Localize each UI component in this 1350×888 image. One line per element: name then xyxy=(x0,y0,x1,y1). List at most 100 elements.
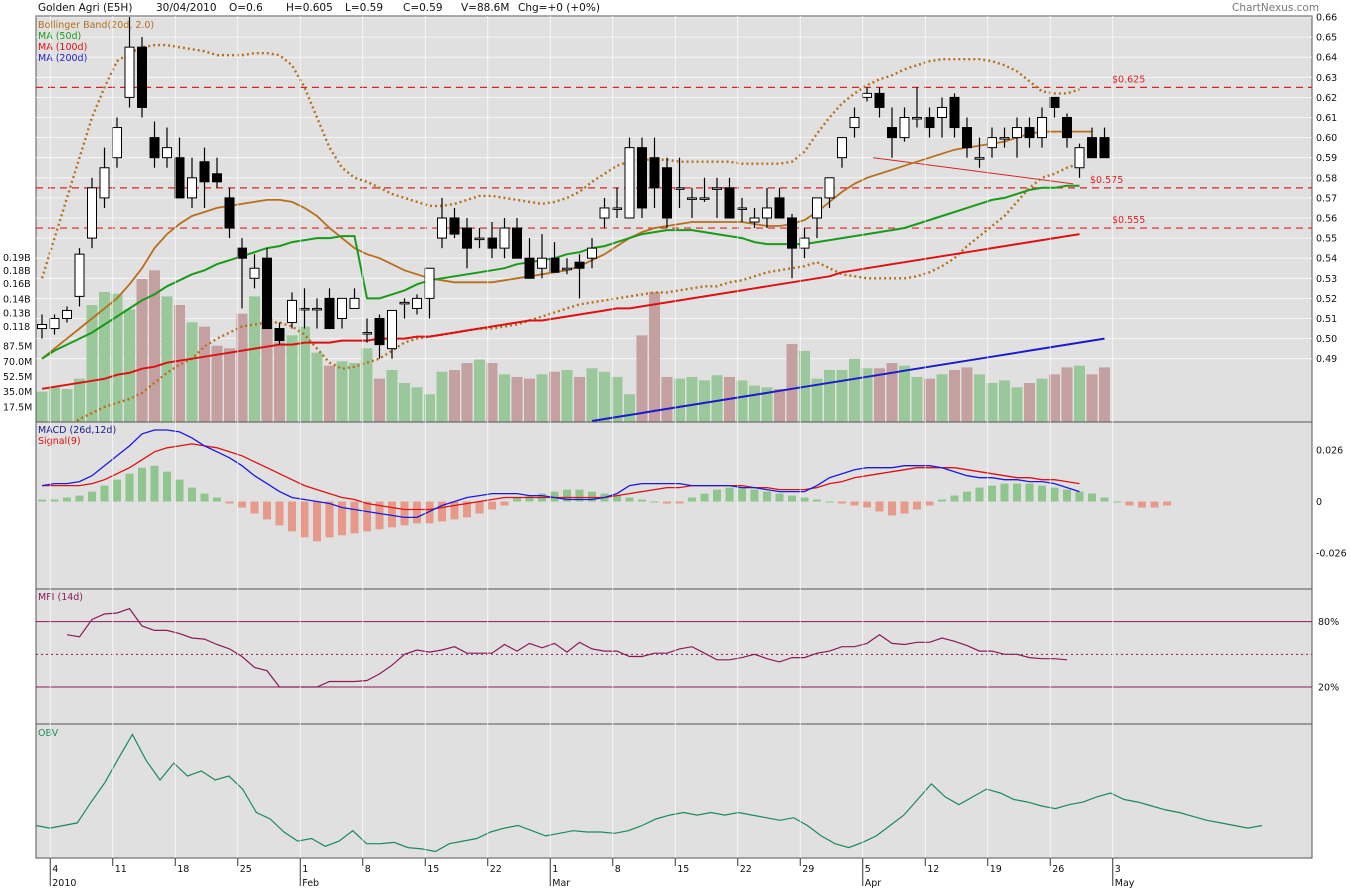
month-label: 2010 xyxy=(52,878,76,888)
volume-bar xyxy=(774,389,785,422)
candle-body xyxy=(462,227,472,249)
candle-body xyxy=(374,317,385,346)
price-tick-label: 0.52 xyxy=(1316,294,1337,305)
chart-header: Golden Agri (E5H) 30/04/2010 O=0.6 H=0.6… xyxy=(0,0,1350,16)
volume-bar xyxy=(1049,374,1060,422)
candle-body xyxy=(537,257,547,269)
volume-bar xyxy=(336,361,348,422)
macd-panel: 0.026 0 -0.026 MACD (26d,12d)Signal(9) xyxy=(35,421,1347,590)
candle-body xyxy=(749,217,760,223)
macd-histogram-bar xyxy=(700,493,709,502)
price-panel: 0.66 0.65 0.64 0.63 0.62 0.61 0.60 0.59 0.58 0.57… xyxy=(3,13,1337,451)
candle-body xyxy=(887,127,897,139)
volume-tick-label: 0.16B xyxy=(3,279,31,290)
macd-histogram-bar xyxy=(925,501,934,506)
price-tick-label: 0.53 xyxy=(1316,274,1337,285)
price-tick-label: 0.51 xyxy=(1316,314,1337,325)
volume-bar xyxy=(361,348,373,422)
x-tick-label: 1 xyxy=(302,864,308,875)
volume-bar xyxy=(661,376,673,422)
macd-histogram-bar xyxy=(575,489,584,502)
macd-histogram-bar xyxy=(175,479,184,502)
candle-body xyxy=(937,106,947,118)
candle-body xyxy=(437,217,447,239)
support-label: $0.575 xyxy=(1090,175,1123,186)
macd-histogram-bar xyxy=(463,501,471,518)
macd-histogram-bar xyxy=(325,501,334,538)
macd-histogram-bar xyxy=(238,501,246,508)
macd-histogram-bar xyxy=(300,501,309,538)
candle-body xyxy=(499,227,510,249)
candle-body xyxy=(474,237,485,241)
volume-bar xyxy=(374,378,385,422)
volume-bar xyxy=(61,389,73,422)
candle-body xyxy=(724,187,735,219)
volume-bar xyxy=(261,318,273,422)
macd-panel-bg xyxy=(35,421,1313,590)
candle-body xyxy=(49,317,60,330)
candle-body xyxy=(399,301,410,305)
candle-body xyxy=(549,257,560,273)
mfi-tick-label: 20% xyxy=(1318,682,1339,693)
legend-entry: MA (200d) xyxy=(38,53,87,64)
low-value: L=0.59 xyxy=(345,2,384,14)
macd-histogram-bar xyxy=(688,497,696,502)
x-tick-label: 19 xyxy=(990,864,1002,875)
volume-bar xyxy=(899,365,910,422)
volume-bar xyxy=(961,367,973,422)
price-tick-label: 0.63 xyxy=(1316,73,1337,84)
volume-bar xyxy=(311,352,323,422)
volume-bar xyxy=(674,378,685,422)
candle-body xyxy=(424,267,435,299)
volume-bar xyxy=(699,380,710,422)
macd-histogram-bar xyxy=(763,491,771,502)
macd-histogram-bar xyxy=(263,501,271,520)
volume-bar xyxy=(1036,378,1048,422)
x-tick-label: 4 xyxy=(52,864,58,875)
volume-tick-label: 52.5M xyxy=(3,372,32,383)
macd-histogram-bar xyxy=(938,499,946,502)
candle-body xyxy=(337,297,347,319)
macd-histogram-bar xyxy=(125,473,134,502)
volume-bar xyxy=(911,376,923,422)
candle-body xyxy=(1024,127,1035,139)
candle-body xyxy=(949,96,960,129)
price-tick-label: 0.64 xyxy=(1316,53,1337,64)
macd-histogram-bar xyxy=(875,501,884,512)
macd-histogram-bar xyxy=(400,501,409,526)
price-tick-label: 0.61 xyxy=(1316,113,1337,124)
month-label: May xyxy=(1115,878,1135,888)
candle-body xyxy=(287,299,297,324)
price-tick-label: 0.57 xyxy=(1316,193,1337,204)
volume-bar xyxy=(324,365,335,422)
volume-bar xyxy=(624,394,635,422)
volume-bar xyxy=(686,376,698,422)
candle-body xyxy=(1074,147,1085,169)
macd-histogram-bar xyxy=(963,491,971,502)
mfi-line xyxy=(66,607,1068,688)
macd-histogram-bar xyxy=(588,491,596,502)
volume-bar xyxy=(811,378,823,422)
candle-body xyxy=(874,92,885,108)
volume-bar xyxy=(461,363,473,422)
candle-body xyxy=(574,261,585,269)
x-tick-label: 22 xyxy=(490,864,502,875)
macd-histogram-bar xyxy=(1150,501,1159,508)
volume-bar xyxy=(99,292,110,422)
candle-body xyxy=(1012,127,1022,139)
volume-bar xyxy=(86,305,98,422)
volume-value: V=88.6M xyxy=(461,2,510,14)
legend-entry: MA (50d) xyxy=(38,31,81,42)
obv-line xyxy=(35,733,1263,853)
macd-histogram-bar xyxy=(1125,501,1134,506)
volume-bar xyxy=(761,387,773,422)
change-value: Chg=+0 (+0%) xyxy=(518,2,600,14)
macd-histogram-bar xyxy=(225,501,234,504)
candle-body xyxy=(962,127,972,149)
macd-histogram-bar xyxy=(863,501,871,508)
candle-body xyxy=(662,167,672,219)
macd-histogram-bar xyxy=(163,471,171,502)
volume-bar xyxy=(111,293,123,422)
macd-tick-label: 0.026 xyxy=(1316,445,1343,456)
x-tick-label: 1 xyxy=(552,864,558,875)
